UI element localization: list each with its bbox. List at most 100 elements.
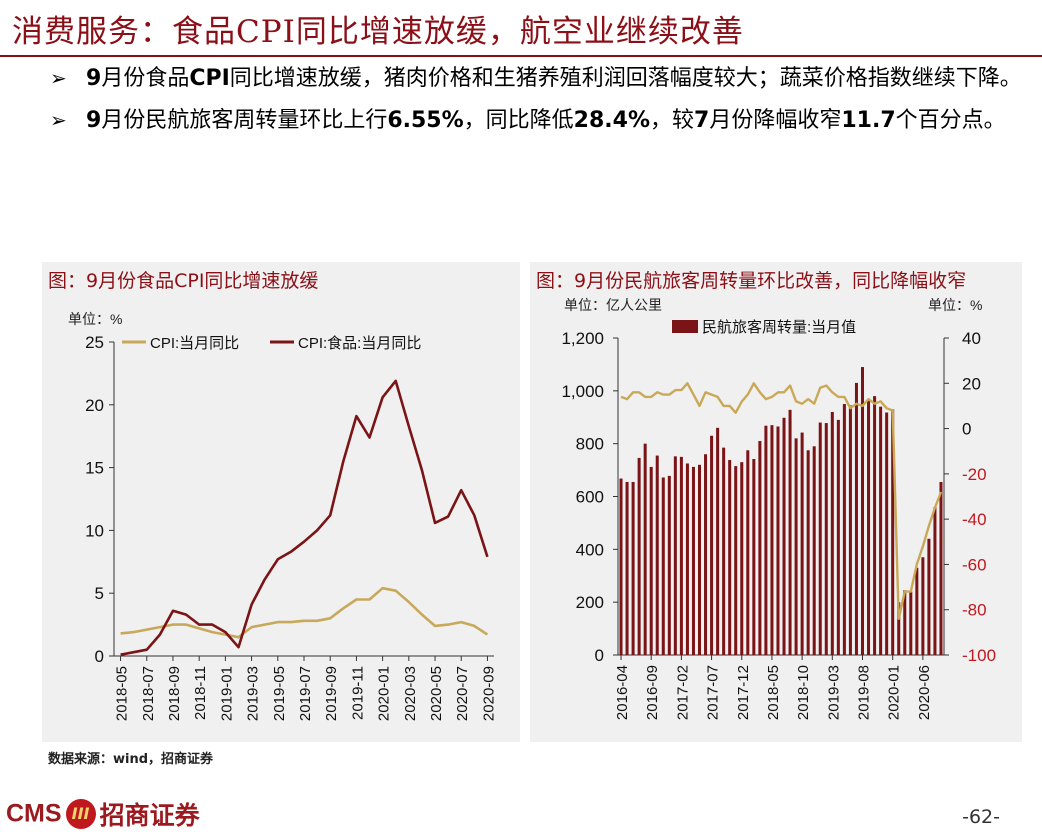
passenger-bar [655, 455, 659, 655]
passenger-bar [915, 567, 919, 655]
passenger-bar [909, 591, 913, 655]
x-tick-label: 2017-02 [674, 665, 691, 720]
cpi-line-chart: 单位：% 0 5 10 15 20 25 2018-05 2018-07 2018-09 2018-… [68, 311, 497, 721]
passenger-bar [921, 557, 925, 655]
data-source-note: 数据来源：wind，招商证券 [48, 752, 214, 767]
passenger-bar [716, 427, 720, 655]
x-tick-label: 2019-01 [218, 666, 235, 721]
passenger-bar [746, 450, 750, 655]
bullet-text-part: 7 [694, 108, 710, 133]
passenger-bar [710, 435, 714, 655]
cpi-chart-panel: 图：9月份食品CPI同比增速放缓 单位：% 0 5 10 15 20 25 2018-05 20… [42, 262, 520, 742]
bullet-item-food-cpi: ➢ 9月份食品CPI同比增速放缓，猪肉价格和生猪养殖利润回落幅度较大；蔬菜价格指… [50, 62, 1025, 95]
left-tick-label: 1,200 [561, 329, 604, 348]
x-tick-label: 2018-10 [795, 665, 812, 720]
passenger-bar [885, 412, 889, 655]
aviation-bar-line-chart: 单位：亿人公里 单位：%02004006008001,0001,200-100-8… [561, 297, 996, 720]
x-tick-label: 2018-05 [114, 666, 131, 721]
x-tick-label: 2020-03 [402, 666, 419, 721]
right-tick-label: 0 [962, 420, 971, 439]
x-tick-label: 2020-07 [454, 666, 471, 721]
passenger-bar [903, 590, 907, 655]
arrow-bullet-icon: ➢ [50, 66, 67, 90]
bullet-text-part: 个百分点。 [895, 108, 1006, 133]
passenger-bar [734, 466, 738, 655]
passenger-bar [776, 426, 780, 655]
passenger-bar [661, 477, 665, 655]
bullet-item-aviation: ➢ 9月份民航旅客周转量环比上行6.55%，同比降低28.4%，较7月份降幅收窄… [50, 104, 1025, 137]
x-tick-label: 2019-03 [245, 666, 262, 721]
passenger-bar [673, 456, 677, 655]
passenger-bar [860, 367, 865, 655]
passenger-bar [643, 443, 647, 655]
x-tick-label: 2019-03 [825, 665, 842, 720]
passenger-bar [879, 406, 883, 655]
passenger-bar [728, 460, 732, 655]
bullet-text-part: CPI [189, 66, 230, 91]
passenger-bar [812, 446, 816, 655]
passenger-bar [848, 405, 852, 655]
passenger-bar [637, 457, 641, 655]
passenger-bar [873, 396, 877, 655]
bullet-text: 9月份食品CPI同比增速放缓，猪肉价格和生猪养殖利润回落幅度较大；蔬菜价格指数继… [86, 66, 1022, 91]
left-tick-label: 800 [576, 435, 604, 454]
series-line [120, 379, 489, 656]
x-tick-label: 2017-07 [705, 665, 722, 720]
bullet-text-part: 月份食品 [101, 66, 190, 91]
passenger-bar [939, 481, 943, 655]
passenger-bar [697, 464, 702, 655]
passenger-bar [818, 422, 822, 655]
x-tick-label: 2017-12 [735, 665, 752, 720]
legend-label: 民航旅客周转量:当月值 [702, 319, 856, 336]
bullet-text-part: 11.7 [841, 108, 896, 133]
passenger-bar [667, 475, 671, 655]
x-tick-label: 2018-05 [765, 665, 782, 720]
legend-label: CPI:食品:当月同比 [298, 335, 421, 352]
passenger-bar [933, 507, 937, 655]
bullet-text-part: 28.4% [573, 108, 650, 133]
aviation-unit-left: 单位：亿人公里 [564, 297, 662, 313]
right-tick-label: -60 [962, 555, 987, 574]
x-tick-label: 2020-01 [376, 666, 393, 721]
bullet-text-part: 月份民航旅客周转量环比上行 [101, 108, 388, 133]
x-tick-label: 2018-11 [192, 666, 209, 720]
cpi-unit-label: 单位：% [68, 311, 122, 327]
x-tick-label: 2019-05 [271, 666, 288, 721]
slide-title: 消费服务：食品CPI同比增速放缓，航空业继续改善 [12, 14, 744, 50]
passenger-bar [782, 417, 786, 655]
left-tick-label: 200 [576, 593, 604, 612]
legend-label: CPI:当月同比 [150, 335, 239, 352]
passenger-bar [836, 419, 840, 655]
x-tick-label: 2020-01 [886, 665, 903, 720]
bullet-text-part: 9 [86, 66, 102, 91]
right-tick-label: -100 [962, 646, 996, 665]
x-tick-label: 2019-11 [349, 666, 366, 720]
x-tick-label: 2016-04 [614, 665, 631, 720]
passenger-bar [649, 466, 653, 655]
bullet-list: ➢ 9月份食品CPI同比增速放缓，猪肉价格和生猪养殖利润回落幅度较大；蔬菜价格指… [50, 62, 1025, 146]
bullet-text-part: 9 [86, 108, 102, 133]
passenger-bar [625, 481, 629, 655]
passenger-bar [842, 404, 846, 655]
passenger-bar [704, 454, 708, 655]
aviation-unit-right: 单位：% [928, 297, 982, 313]
aviation-chart-title: 图：9月份民航旅客周转量环比改善，同比降幅收窄 [536, 270, 967, 292]
passenger-bar [685, 463, 689, 655]
y-tick-label: 20 [85, 396, 104, 415]
logo-company-name: 招商证券 [99, 801, 200, 830]
arrow-bullet-icon: ➢ [50, 108, 67, 132]
x-tick-label: 2018-09 [166, 666, 183, 721]
bullet-text-part: 月份降幅收窄 [709, 108, 842, 133]
bullet-text-part: 6.55% [387, 108, 464, 133]
passenger-bar [891, 409, 895, 655]
left-tick-label: 400 [576, 540, 604, 559]
passenger-bar [794, 438, 798, 655]
right-tick-label: 20 [962, 374, 981, 393]
passenger-bar [752, 458, 756, 655]
passenger-bar [619, 478, 623, 655]
passenger-bar [679, 456, 683, 655]
x-tick-label: 2020-05 [428, 666, 445, 721]
company-logo: CMS III 招商证券 [6, 796, 200, 832]
bullet-text: 9月份民航旅客周转量环比上行6.55%，同比降低28.4%，较7月份降幅收窄11… [86, 108, 1006, 133]
x-tick-label: 2019-07 [297, 666, 314, 721]
